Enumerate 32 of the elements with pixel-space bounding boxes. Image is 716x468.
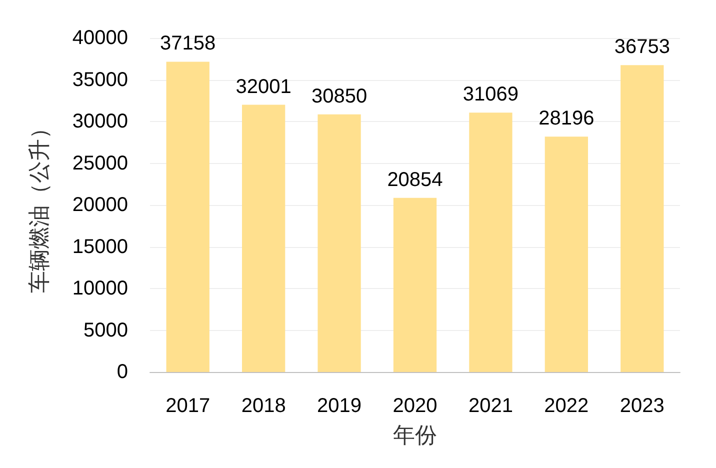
data-label: 37158	[160, 32, 216, 55]
y-tick-label: 5000	[84, 319, 128, 342]
y-tick-label: 40000	[72, 27, 128, 49]
data-label: 28196	[538, 108, 594, 130]
data-label: 31069	[462, 84, 519, 106]
bar	[620, 65, 664, 372]
bar	[166, 62, 210, 372]
x-tick-label: 2022	[544, 395, 589, 417]
data-label: 32001	[236, 76, 292, 98]
data-label: 36753	[614, 36, 670, 58]
y-tick-label: 25000	[72, 152, 128, 174]
x-tick-label: 2019	[317, 395, 362, 417]
y-tick-label: 35000	[72, 68, 128, 91]
x-axis-title: 年份	[393, 422, 437, 448]
x-tick-label: 2017	[166, 395, 210, 417]
bar	[544, 136, 588, 372]
y-tick-label: 0	[116, 361, 128, 383]
y-tick-label: 20000	[72, 194, 128, 216]
x-tick-label: 2023	[620, 395, 664, 417]
y-tick-label: 15000	[72, 236, 128, 258]
y-axis-title: 车辆燃油（公升）	[26, 117, 52, 293]
x-tick-label: 2021	[468, 395, 513, 417]
bar	[393, 198, 437, 372]
x-tick-label: 2018	[241, 395, 286, 417]
bar	[242, 104, 286, 372]
y-tick-label: 10000	[72, 278, 128, 300]
data-label: 30850	[311, 85, 368, 108]
bar	[469, 112, 512, 372]
y-tick-label: 30000	[72, 110, 128, 132]
bar	[318, 114, 361, 372]
x-tick-label: 2020	[392, 395, 438, 417]
data-label: 20854	[387, 168, 443, 191]
